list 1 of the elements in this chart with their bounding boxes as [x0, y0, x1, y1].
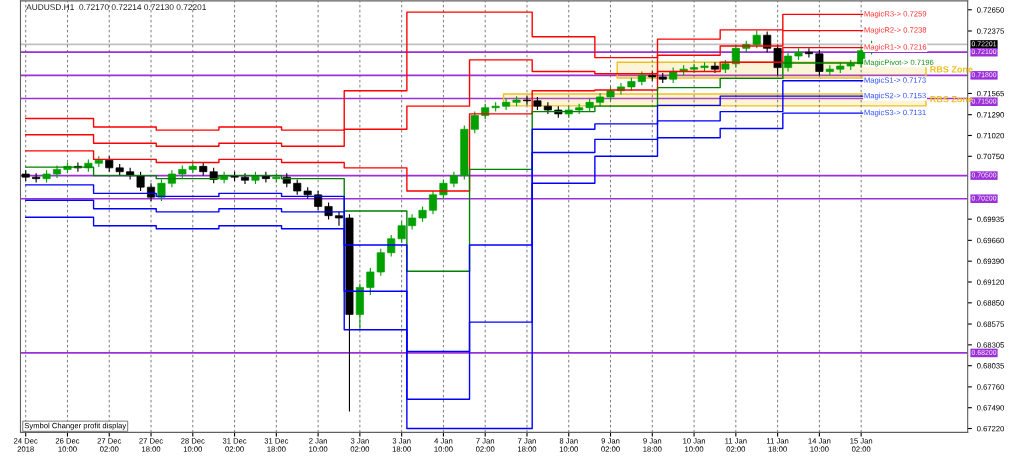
chart-title: AUDUSD.H1 0.72170 0.72214 0.72130 0.72201	[26, 4, 206, 11]
